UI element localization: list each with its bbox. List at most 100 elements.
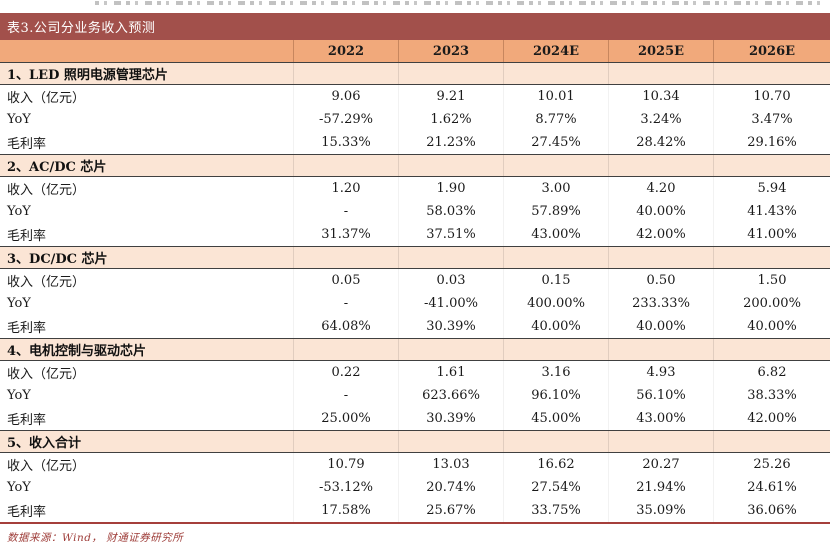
value-cell: -53.12% (293, 476, 398, 499)
value-cell: 45.00% (503, 407, 608, 430)
row-label: 收入（亿元） (7, 367, 86, 382)
value-cell: 25.26 (713, 453, 830, 476)
value-cell: 43.00% (503, 223, 608, 246)
value-cell: 33.75% (503, 499, 608, 522)
value-cell: 21.23% (398, 131, 503, 154)
section-title: 1、LED 照明电源管理芯片 (7, 68, 168, 83)
table-row: 收入（亿元） 9.06 9.21 10.01 10.34 10.70 (0, 85, 830, 108)
value-cell: 30.39% (398, 407, 503, 430)
value-cell: 10.01 (503, 85, 608, 108)
value-cell: 40.00% (713, 315, 830, 338)
header-cell-year: 2025E (608, 40, 713, 62)
value-cell: 3.00 (503, 177, 608, 200)
table-row: YoY - 623.66% 96.10% 56.10% 38.33% (0, 384, 830, 407)
table-row: YoY - 58.03% 57.89% 40.00% 41.43% (0, 200, 830, 223)
row-label: 毛利率 (7, 413, 47, 428)
value-cell: 43.00% (608, 407, 713, 430)
row-label: YoY (7, 480, 31, 495)
value-cell: 400.00% (503, 292, 608, 315)
row-label: YoY (7, 388, 31, 403)
table-row: 收入（亿元） 0.22 1.61 3.16 4.93 6.82 (0, 361, 830, 384)
value-cell: 623.66% (398, 384, 503, 407)
clipped-previous-line (95, 1, 826, 5)
value-cell: 30.39% (398, 315, 503, 338)
value-cell: 5.94 (713, 177, 830, 200)
value-cell: 38.33% (713, 384, 830, 407)
value-cell: 9.21 (398, 85, 503, 108)
value-cell: 37.51% (398, 223, 503, 246)
value-cell: - (293, 384, 398, 407)
row-label: 毛利率 (7, 505, 47, 520)
value-cell: 4.93 (608, 361, 713, 384)
value-cell: 28.42% (608, 131, 713, 154)
value-cell: 1.20 (293, 177, 398, 200)
value-cell: 27.45% (503, 131, 608, 154)
row-label: 毛利率 (7, 137, 47, 152)
value-cell: 8.77% (503, 108, 608, 131)
value-cell: 17.58% (293, 499, 398, 522)
table-row: YoY - -41.00% 400.00% 233.33% 200.00% (0, 292, 830, 315)
row-label: YoY (7, 296, 31, 311)
value-cell: 96.10% (503, 384, 608, 407)
table-row: 收入（亿元） 10.79 13.03 16.62 20.27 25.26 (0, 453, 830, 476)
table-row: 毛利率 15.33% 21.23% 27.45% 28.42% 29.16% (0, 131, 830, 154)
value-cell: 35.09% (608, 499, 713, 522)
value-cell: 4.20 (608, 177, 713, 200)
section-header-acdc: 2、AC/DC 芯片 (0, 154, 830, 177)
row-label: 收入（亿元） (7, 91, 86, 106)
value-cell: 36.06% (713, 499, 830, 522)
table-title-bar: 表3.公司分业务收入预测 (0, 13, 830, 40)
table-row: 收入（亿元） 1.20 1.90 3.00 4.20 5.94 (0, 177, 830, 200)
value-cell: 200.00% (713, 292, 830, 315)
section-title: 5、收入合计 (7, 436, 82, 451)
section-title: 2、AC/DC 芯片 (7, 160, 107, 175)
value-cell: 1.61 (398, 361, 503, 384)
table-row: 毛利率 31.37% 37.51% 43.00% 42.00% 41.00% (0, 223, 830, 246)
value-cell: 13.03 (398, 453, 503, 476)
table-row: YoY -57.29% 1.62% 8.77% 3.24% 3.47% (0, 108, 830, 131)
row-label: 毛利率 (7, 321, 47, 336)
value-cell: 24.61% (713, 476, 830, 499)
value-cell: - (293, 200, 398, 223)
value-cell: 1.50 (713, 269, 830, 292)
header-cell-year: 2022 (293, 40, 398, 62)
value-cell: 41.00% (713, 223, 830, 246)
value-cell: 6.82 (713, 361, 830, 384)
value-cell: 29.16% (713, 131, 830, 154)
value-cell: 41.43% (713, 200, 830, 223)
table-row: 毛利率 25.00% 30.39% 45.00% 43.00% 42.00% (0, 407, 830, 430)
value-cell: 3.24% (608, 108, 713, 131)
value-cell: 0.15 (503, 269, 608, 292)
row-label: 收入（亿元） (7, 183, 86, 198)
table-row: 收入（亿元） 0.05 0.03 0.15 0.50 1.50 (0, 269, 830, 292)
value-cell: 25.00% (293, 407, 398, 430)
value-cell: 3.16 (503, 361, 608, 384)
value-cell: 64.08% (293, 315, 398, 338)
table-bottom-rule (0, 522, 830, 524)
value-cell: 56.10% (608, 384, 713, 407)
value-cell: 31.37% (293, 223, 398, 246)
row-label: YoY (7, 112, 31, 127)
section-header-motor: 4、电机控制与驱动芯片 (0, 338, 830, 361)
table-header-row: 2022 2023 2024E 2025E 2026E (0, 40, 830, 62)
value-cell: 0.50 (608, 269, 713, 292)
value-cell: 10.70 (713, 85, 830, 108)
value-cell: 0.03 (398, 269, 503, 292)
value-cell: 20.74% (398, 476, 503, 499)
value-cell: 58.03% (398, 200, 503, 223)
value-cell: -41.00% (398, 292, 503, 315)
table-row: 毛利率 17.58% 25.67% 33.75% 35.09% 36.06% (0, 499, 830, 522)
row-label: 毛利率 (7, 229, 47, 244)
row-label: YoY (7, 204, 31, 219)
header-cell-year: 2024E (503, 40, 608, 62)
value-cell: 40.00% (608, 200, 713, 223)
value-cell: 9.06 (293, 85, 398, 108)
value-cell: 3.47% (713, 108, 830, 131)
value-cell: 42.00% (713, 407, 830, 430)
value-cell: 15.33% (293, 131, 398, 154)
value-cell: 40.00% (608, 315, 713, 338)
table-title: 表3.公司分业务收入预测 (7, 21, 156, 36)
table-row: YoY -53.12% 20.74% 27.54% 21.94% 24.61% (0, 476, 830, 499)
value-cell: 40.00% (503, 315, 608, 338)
section-header-dcdc: 3、DC/DC 芯片 (0, 246, 830, 269)
